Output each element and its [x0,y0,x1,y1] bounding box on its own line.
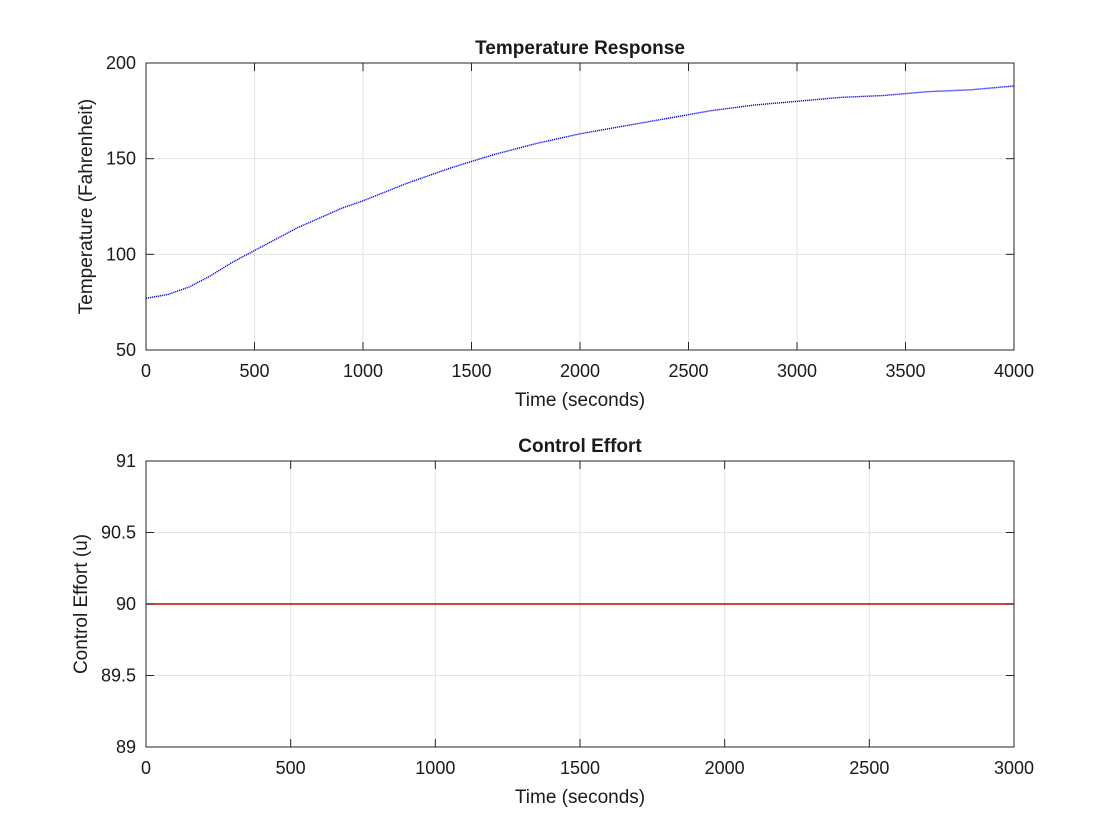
control-effort-y-tick-label: 91 [116,451,136,471]
temperature-x-tick-label: 2000 [560,361,600,381]
control-effort-chart: 0 500 1000 1500 2000 2500 3000 89 89.5 90 90.5 91 Co… [71,436,1034,808]
control-effort-y-tick-label: 89.5 [101,666,136,686]
temperature-title: Temperature Response [475,38,685,59]
control-effort-title: Control Effort [518,436,642,457]
temperature-x-tick-label: 1000 [343,361,383,381]
control-effort-x-tick-label: 1000 [415,758,455,778]
control-effort-x-tick-label: 500 [276,758,306,778]
temperature-y-tick-label: 50 [116,340,136,360]
control-effort-x-tick-label: 0 [141,758,151,778]
control-effort-x-axis-label: Time (seconds) [515,787,645,808]
temperature-chart: 0 500 1000 1500 2000 2500 3000 3500 4000 50 100 150… [76,38,1034,411]
temperature-x-tick-label: 1500 [451,361,491,381]
control-effort-x-tick-label: 1500 [560,758,600,778]
control-effort-x-tick-label: 2500 [849,758,889,778]
control-effort-y-tick-label: 90.5 [101,523,136,543]
control-effort-y-tick-label: 89 [116,737,136,757]
temperature-x-tick-label: 2500 [668,361,708,381]
temperature-x-tick-label: 500 [239,361,269,381]
temperature-x-tick-label: 3000 [777,361,817,381]
control-effort-y-tick-label: 90 [116,594,136,614]
temperature-y-tick-label: 100 [106,244,136,264]
temperature-series-line [145,85,1015,299]
temperature-x-tick-label: 3500 [885,361,925,381]
temperature-y-tick-label: 200 [106,53,136,73]
temperature-x-tick-label: 4000 [994,361,1034,381]
temperature-y-axis-label: Temperature (Fahrenheit) [76,99,97,314]
control-effort-y-axis-label: Control Effort (u) [71,534,92,674]
temperature-x-tick-label: 0 [141,361,151,381]
temperature-y-tick-label: 150 [106,149,136,169]
temperature-x-axis-label: Time (seconds) [515,390,645,411]
control-effort-x-tick-label: 2000 [705,758,745,778]
control-effort-x-tick-label: 3000 [994,758,1034,778]
